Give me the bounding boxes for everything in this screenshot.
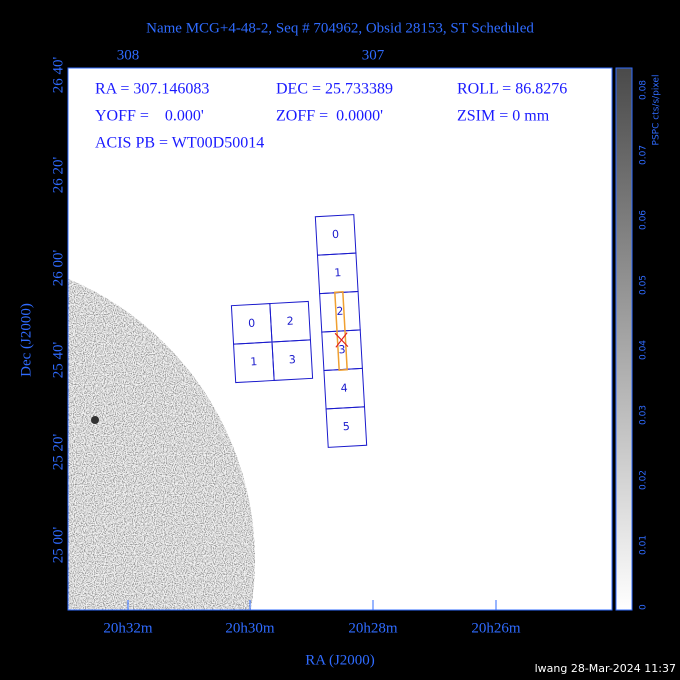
top-tick-label: 308 (117, 47, 140, 63)
chip-label: 4 (340, 381, 348, 394)
left-tick-label: 26 00' (50, 249, 66, 286)
colorbar-tick-label: 0.03 (639, 405, 649, 425)
chip (271, 339, 314, 381)
chip-label: 1 (250, 355, 258, 368)
info-zoff: ZOFF = 0.0000' (276, 108, 383, 125)
colorbar-tick-label: 0.05 (639, 275, 649, 295)
info-zsim: ZSIM = 0 mm (457, 108, 550, 125)
instrument-overlay: 0 1 2 3 4 5 0 2 1 3 (230, 214, 368, 448)
plot-border (67, 67, 613, 611)
chip-label: 2 (286, 315, 294, 328)
left-tick-label: 25 20' (50, 433, 66, 470)
info-ra: RA = 307.146083 (95, 81, 209, 98)
chip-label: 3 (338, 343, 346, 356)
info-acis-pb: ACIS PB = WT00D50014 (95, 135, 264, 152)
colorbar (615, 67, 633, 611)
colorbar-tick-label: 0 (639, 604, 649, 610)
x-axis-title: RA (J2000) (305, 652, 375, 668)
chip-label: 0 (332, 228, 340, 241)
info-roll: ROLL = 86.8276 (457, 81, 567, 98)
left-tick-label: 25 40' (50, 341, 66, 378)
top-tick-label: 307 (362, 47, 385, 63)
colorbar-tick-label: 0.06 (639, 210, 649, 230)
info-dec: DEC = 25.733389 (276, 81, 393, 98)
bottom-tick-label: 20h30m (225, 620, 275, 636)
aimpoint (334, 332, 349, 348)
chip-label: 2 (336, 305, 344, 318)
acis-s-array: 0 1 2 3 4 5 (314, 214, 368, 448)
colorbar-title: PSPC cts/s/pixel (652, 75, 662, 146)
y-axis-title: Dec (J2000) (18, 303, 34, 377)
slit (334, 291, 348, 371)
bottom-tick-label: 20h26m (471, 620, 521, 636)
info-yoff: YOFF = 0.000' (95, 108, 204, 125)
colorbar-tick-label: 0.04 (639, 340, 649, 360)
colorbar-tick-label: 0.02 (639, 470, 649, 490)
chip-label: 1 (334, 266, 342, 279)
title: Name MCG+4-48-2, Seq # 704962, Obsid 281… (146, 20, 534, 36)
chip-label: 0 (248, 317, 256, 330)
chip-label: 5 (342, 420, 350, 433)
colorbar-tick-label: 0.08 (639, 80, 649, 100)
left-tick-label: 25 00' (50, 526, 66, 563)
chip-label: 3 (288, 353, 296, 366)
colorbar-tick-label: 0.07 (639, 145, 649, 165)
footer: lwang 28-Mar-2024 11:37 (535, 662, 676, 675)
chip (325, 406, 368, 448)
left-tick-label: 26 40' (50, 56, 66, 93)
acis-i-array: 0 2 1 3 (230, 300, 314, 384)
bottom-tick-label: 20h32m (103, 620, 153, 636)
colorbar-tick-label: 0.01 (639, 535, 649, 555)
left-tick-label: 26 20' (50, 156, 66, 193)
bottom-tick-label: 20h28m (348, 620, 398, 636)
